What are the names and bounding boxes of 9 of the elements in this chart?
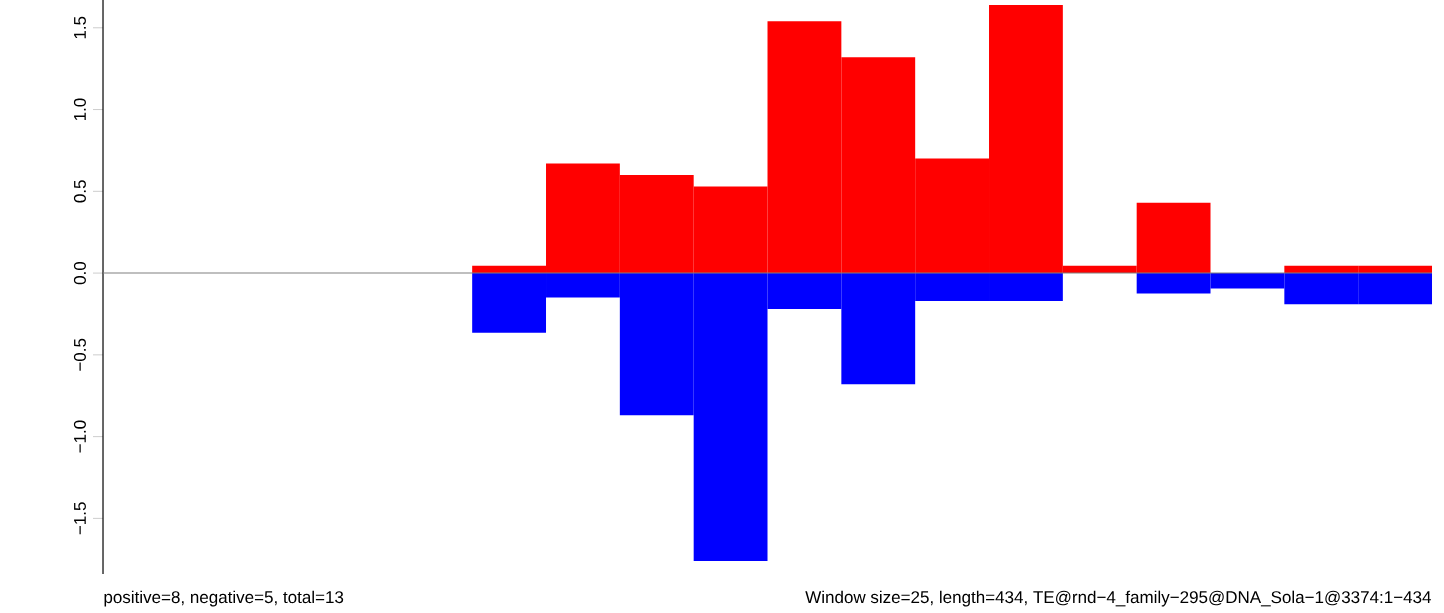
text: Window size=25, length=434, TE@rnd−4_family−295@DNA_Sola−1@3374:1−434 bbox=[805, 590, 1432, 607]
y-tick-label: 0.0 bbox=[73, 261, 86, 285]
text: positive=8, negative=5, total=13 bbox=[104, 590, 344, 607]
y-tick-label: 1.5 bbox=[74, 16, 86, 39]
y-tick-label: −1.5 bbox=[74, 502, 86, 535]
y-tick-label: −0.5 bbox=[73, 338, 86, 371]
y-tick-label: 1.0 bbox=[73, 98, 86, 121]
y-tick-label: −1.0 bbox=[73, 420, 86, 453]
y-tick-label: 0.5 bbox=[73, 180, 86, 203]
